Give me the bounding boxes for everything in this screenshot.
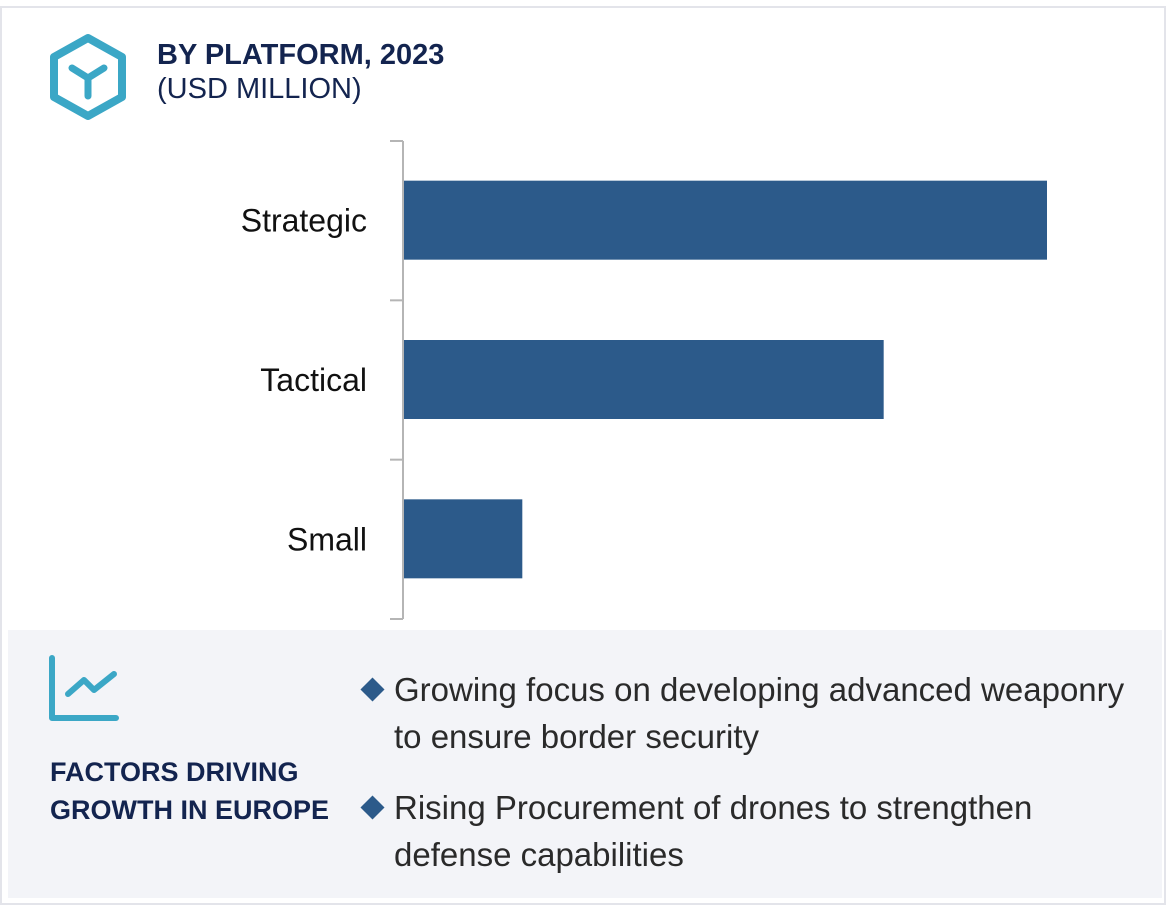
diamond-bullet-icon	[360, 795, 385, 820]
factor-text: Rising Procurement of drones to strength…	[394, 789, 1033, 873]
factors-heading: FACTORS DRIVING GROWTH IN EUROPE	[50, 757, 330, 825]
factor-text: Growing focus on developing advanced wea…	[394, 671, 1125, 755]
factors-list: Growing focus on developing advanced wea…	[360, 666, 1140, 902]
title-main: BY PLATFORM, 2023	[157, 39, 445, 71]
bar-strategic	[404, 180, 1047, 260]
factors-panel: FACTORS DRIVING GROWTH IN EUROPE Growing…	[8, 630, 1162, 898]
chart-title: BY PLATFORM, 2023 (USD MILLION)	[157, 38, 444, 106]
line-chart-icon	[49, 655, 119, 721]
category-label: Tactical	[260, 362, 367, 398]
diamond-bullet-icon	[360, 677, 385, 702]
bar-small	[404, 499, 523, 579]
category-label: Strategic	[241, 203, 367, 239]
bar-tactical	[404, 340, 884, 419]
card-frame	[0, 6, 1166, 905]
hexagon-y-icon	[50, 34, 126, 120]
title-unit: (USD MILLION)	[157, 73, 362, 105]
bar-chart: Strategic Tactical Small	[241, 140, 1047, 620]
factor-item: Rising Procurement of drones to strength…	[360, 784, 1140, 878]
factor-item: Growing focus on developing advanced wea…	[360, 666, 1140, 760]
category-label: Small	[287, 521, 367, 557]
